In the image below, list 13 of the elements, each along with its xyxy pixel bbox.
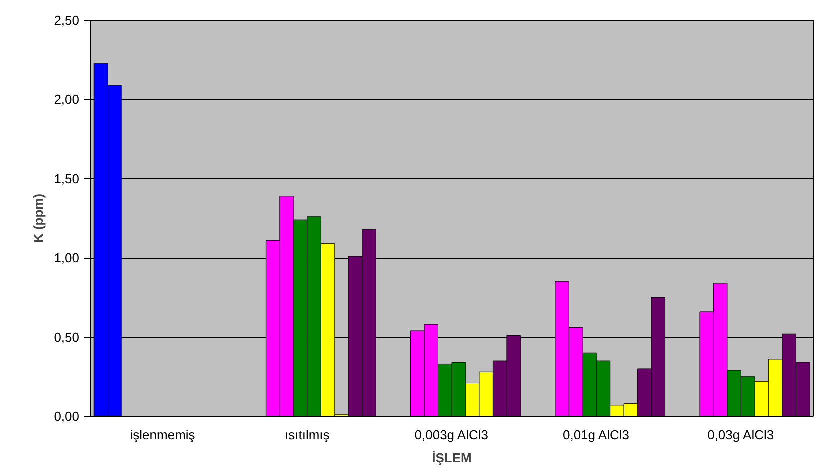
y-tick-label: 2,00 <box>54 92 80 108</box>
x-tick-label: 0,03g AlCl3 <box>708 428 774 442</box>
y-tick-label: 0,50 <box>54 330 80 345</box>
y-tick-label: 2,50 <box>54 13 80 28</box>
x-tick-label: işlenmemiş <box>130 428 196 442</box>
x-axis-title: İŞLEM <box>432 450 472 466</box>
y-tick-label: 1,50 <box>54 171 80 186</box>
y-tick-label: 0,00 <box>54 409 80 424</box>
x-tick-label: ısıtılmış <box>285 428 330 442</box>
y-tick-label: 1,00 <box>54 250 80 266</box>
x-tick-label: 0,01g AlCl3 <box>562 428 630 442</box>
y-axis-title: K (ppm) <box>31 194 46 244</box>
x-tick-label: 0,003g AlCl3 <box>414 428 489 442</box>
